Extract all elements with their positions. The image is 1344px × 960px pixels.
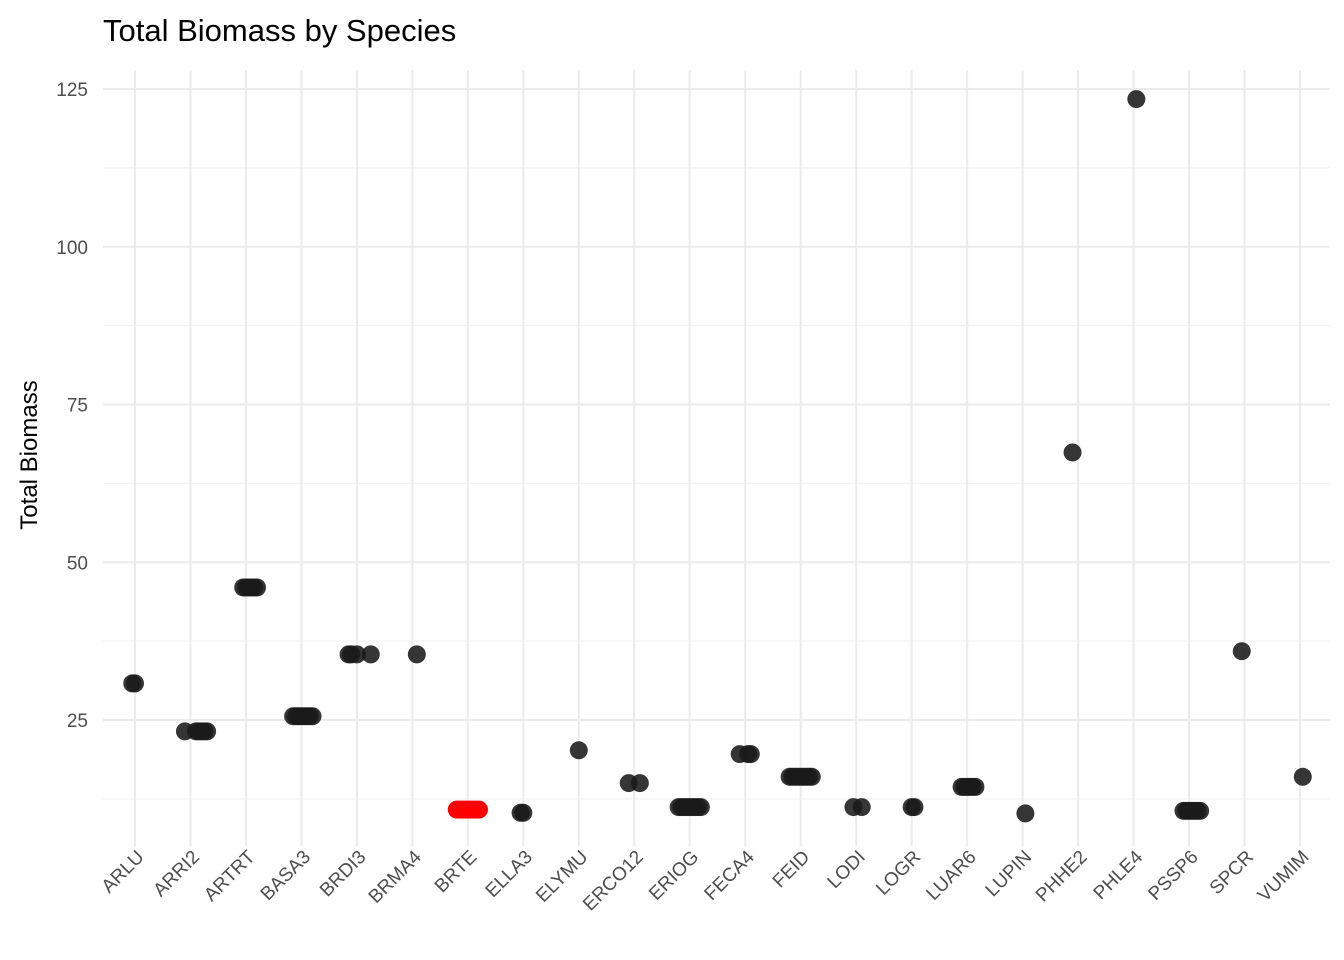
x-tick-label: LUPIN <box>982 847 1036 901</box>
data-point <box>852 798 871 817</box>
y-tick-label: 25 <box>67 711 88 732</box>
data-point <box>966 777 985 796</box>
x-tick-label: BRDI3 <box>316 847 370 901</box>
x-tick-label: ERIOG <box>645 847 703 905</box>
chart-title: Total Biomass by Species <box>103 13 456 48</box>
x-tick-label: FECA4 <box>701 846 759 904</box>
data-point <box>1016 804 1035 823</box>
x-tick-label: SPCR <box>1206 847 1258 899</box>
data-point <box>905 798 924 817</box>
data-point <box>469 800 488 819</box>
data-point <box>1191 801 1210 820</box>
x-tick-label: BRMA4 <box>365 846 426 907</box>
y-tick-label: 50 <box>67 553 88 574</box>
x-tick-label: LODI <box>824 847 870 893</box>
data-point <box>691 798 710 817</box>
data-point <box>741 745 760 764</box>
data-point <box>1232 642 1251 661</box>
x-tick-label: PSSP6 <box>1144 847 1202 905</box>
data-point <box>407 645 426 664</box>
grid-lines <box>103 70 1330 847</box>
x-tick-label: ELLA3 <box>482 847 537 902</box>
y-tick-label: 75 <box>67 396 88 417</box>
data-points <box>123 90 1312 823</box>
data-point <box>126 674 144 693</box>
data-point <box>569 741 588 760</box>
x-tick-label: LUAR6 <box>923 847 981 905</box>
x-tick-label: FEID <box>769 847 814 892</box>
data-point <box>514 803 533 822</box>
data-point <box>248 578 267 597</box>
data-point <box>1127 90 1146 109</box>
data-point <box>361 645 380 664</box>
x-tick-label: ARTRT <box>200 846 259 905</box>
x-tick-label: PHHE2 <box>1032 847 1092 907</box>
data-point <box>1063 443 1082 462</box>
x-tick-label: ERCO12 <box>579 847 648 916</box>
data-point <box>347 645 366 664</box>
x-tick-label: ARLU <box>98 847 149 898</box>
x-tick-label: ARRI2 <box>150 847 204 901</box>
y-axis-label: Total Biomass <box>16 380 43 529</box>
y-axis-ticks: 25 50 75 100 125 <box>56 80 88 732</box>
y-tick-label: 125 <box>56 80 88 101</box>
x-tick-label: VUMIM <box>1254 847 1314 907</box>
data-point <box>802 767 821 786</box>
y-tick-label: 100 <box>56 238 88 259</box>
x-tick-label: BASA3 <box>257 847 315 905</box>
x-tick-label: BRTE <box>431 847 481 897</box>
x-tick-label: PHLE4 <box>1090 846 1148 904</box>
data-point <box>303 707 322 726</box>
x-tick-label: LOGR <box>872 847 925 900</box>
data-point <box>1293 767 1312 786</box>
data-point <box>630 774 649 793</box>
data-point <box>198 722 217 741</box>
